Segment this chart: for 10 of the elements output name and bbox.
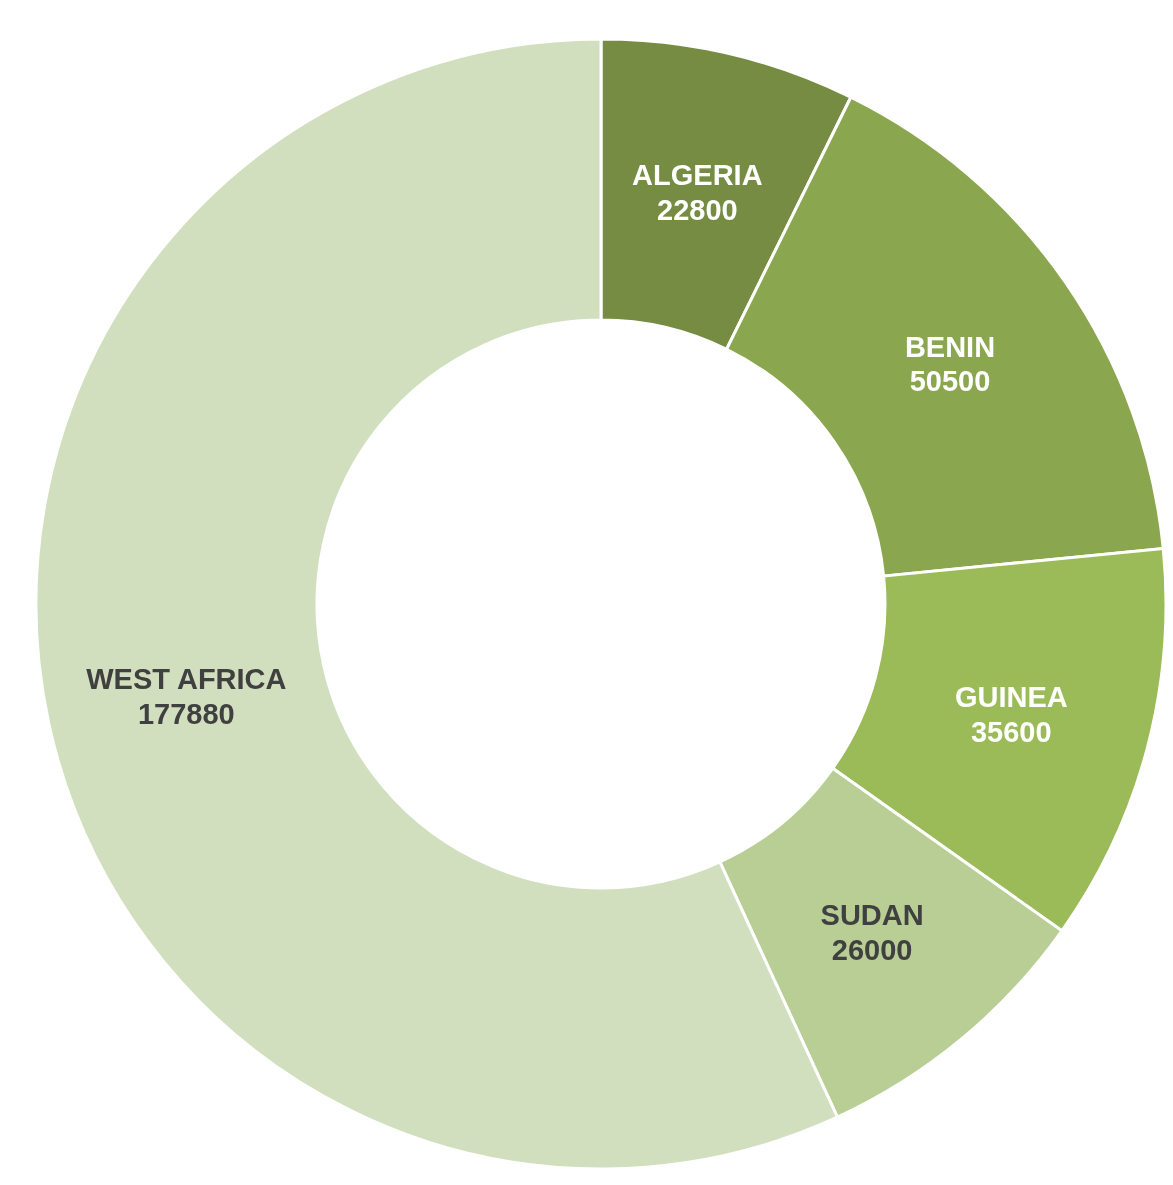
data-label: 50500 — [909, 365, 991, 398]
slice-label: GUINEA — [954, 681, 1068, 714]
slice-label: ALGERIA — [632, 158, 763, 191]
data-label: 35600 — [970, 715, 1052, 748]
data-label: 177880 — [137, 697, 235, 730]
slice-label: WEST AFRICA — [86, 663, 287, 696]
slice-label: BENIN — [904, 330, 996, 363]
slice-label: SUDAN — [820, 898, 924, 931]
data-label: 26000 — [831, 933, 913, 966]
data-label: 22800 — [657, 193, 738, 226]
